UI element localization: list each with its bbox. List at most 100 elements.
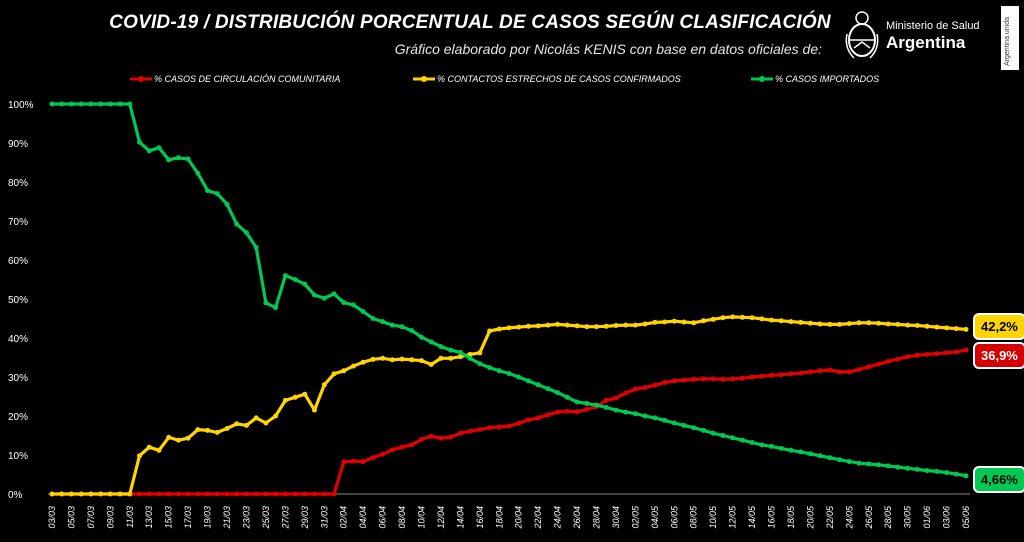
data-point (409, 357, 415, 363)
data-point (525, 378, 531, 384)
data-point (525, 323, 531, 329)
data-point (156, 447, 162, 453)
data-point (594, 324, 599, 330)
data-point (49, 491, 55, 497)
data-point (642, 385, 648, 390)
data-point (273, 305, 279, 311)
data-point (146, 148, 152, 154)
data-point (749, 440, 755, 445)
data-point (438, 344, 444, 350)
data-point (360, 359, 366, 365)
x-tick-label: 20/05 (805, 505, 815, 530)
data-point (253, 415, 259, 421)
data-point (409, 442, 415, 448)
data-point (399, 356, 405, 362)
x-tick-label: 26/05 (864, 505, 874, 530)
data-point (68, 101, 74, 107)
data-point (389, 447, 395, 453)
data-point (244, 422, 249, 428)
data-point (496, 368, 502, 374)
data-point (798, 319, 804, 325)
data-point (380, 355, 386, 361)
data-point (195, 491, 201, 497)
data-point (341, 368, 347, 374)
x-tick-label: 02/04 (339, 506, 349, 529)
value-badge-importados: 4,66% (973, 466, 1024, 493)
data-point (487, 425, 493, 431)
x-tick-label: 12/04 (436, 506, 446, 529)
data-point (146, 491, 152, 497)
data-point (963, 347, 969, 353)
data-point (341, 300, 347, 305)
data-point (467, 351, 473, 357)
data-point (778, 372, 784, 378)
x-tick-label: 14/04 (455, 506, 465, 529)
data-point (477, 427, 483, 433)
data-point (224, 201, 230, 207)
data-point (924, 351, 930, 357)
data-point (603, 323, 609, 329)
data-point (282, 273, 288, 279)
data-point (506, 325, 512, 331)
data-point (350, 363, 356, 369)
data-point (905, 465, 911, 471)
side-tag: Argentina unida (1001, 6, 1019, 70)
x-tick-label: 06/05 (669, 505, 679, 529)
data-point (545, 322, 551, 328)
data-point (564, 408, 570, 414)
data-point (953, 349, 959, 355)
data-point (564, 322, 570, 328)
data-point (321, 295, 327, 301)
data-point (428, 339, 434, 345)
data-point (574, 323, 580, 329)
data-point (487, 365, 493, 371)
ministerio-logo: Ministerio de Salud Argentina (840, 8, 990, 64)
x-tick-label: 18/04 (494, 506, 504, 529)
series-lines (49, 101, 969, 497)
data-point (895, 356, 901, 362)
data-point (292, 491, 298, 497)
data-point (905, 354, 911, 360)
y-tick-label: 90% (8, 139, 28, 150)
data-point (263, 491, 269, 497)
data-point (360, 309, 366, 314)
data-point (817, 321, 823, 327)
x-tick-label: 26/04 (572, 506, 582, 530)
x-tick-label: 03/06 (942, 506, 952, 529)
x-tick-label: 15/03 (164, 506, 174, 529)
data-point (574, 409, 580, 415)
x-axis: 03/03 05/03 07/03 09/03 11/03 13/03 15/03 17/03… (47, 493, 971, 530)
x-tick-label: 05/06 (961, 506, 971, 529)
data-point (389, 322, 395, 328)
data-point (769, 443, 774, 449)
data-point (710, 430, 716, 436)
data-point (564, 394, 570, 400)
data-point (769, 317, 774, 323)
data-point (341, 459, 347, 465)
data-point (78, 491, 84, 497)
data-point (613, 323, 619, 328)
data-point (156, 491, 162, 497)
data-point (370, 316, 376, 321)
data-point (448, 434, 454, 440)
data-point (467, 428, 473, 434)
data-point (671, 420, 677, 426)
data-point (419, 358, 424, 364)
x-tick-label: 25/03 (261, 506, 271, 530)
x-tick-label: 14/05 (747, 505, 757, 529)
data-point (778, 318, 784, 324)
data-point (535, 415, 541, 421)
data-point (876, 462, 881, 468)
data-point (428, 362, 434, 367)
data-point (837, 321, 843, 327)
data-point (457, 430, 463, 436)
data-point (710, 376, 716, 382)
data-point (691, 376, 697, 382)
data-point (856, 460, 862, 466)
data-point (817, 453, 823, 459)
data-point (117, 491, 123, 497)
data-point (312, 292, 317, 298)
data-point (331, 371, 337, 377)
data-point (59, 491, 65, 497)
